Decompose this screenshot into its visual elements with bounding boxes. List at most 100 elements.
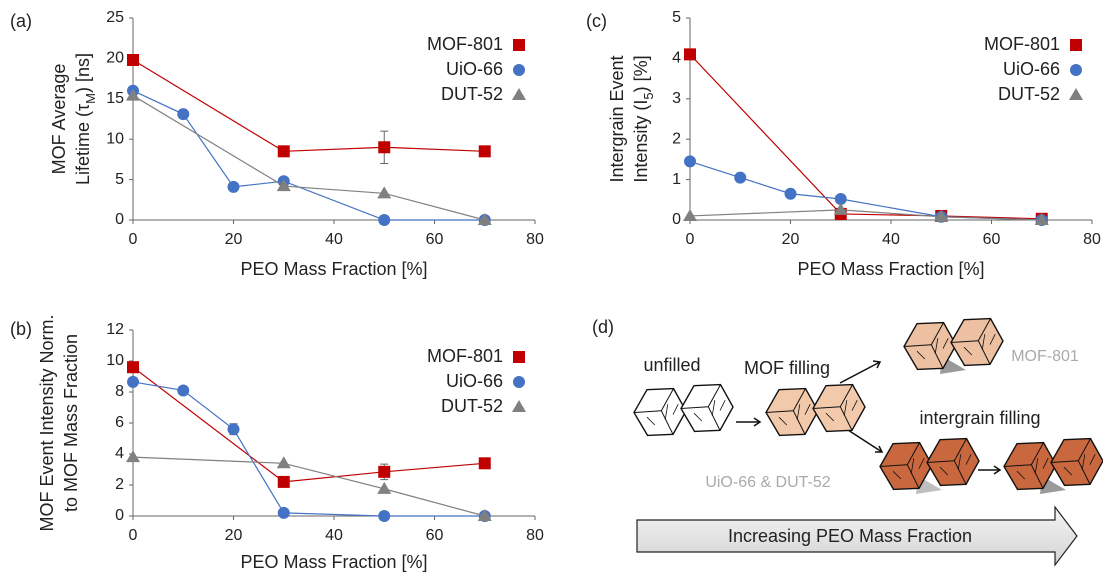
crystal-edge — [906, 442, 920, 465]
crystal-edge — [1050, 460, 1079, 464]
marker — [1034, 213, 1049, 225]
crystal-edge — [1030, 464, 1044, 489]
crystal-edge — [977, 318, 991, 341]
x-tick-label: 0 — [686, 231, 695, 248]
crystal-edge — [939, 466, 949, 476]
y-axis-label-part: Lifetime (τ — [73, 104, 93, 185]
crystal-edge — [1063, 466, 1073, 476]
y-tick-label: 5 — [672, 9, 681, 26]
panel-label: (a) — [10, 11, 32, 31]
crystal-edge — [1077, 438, 1091, 461]
x-tick-label: 40 — [325, 231, 343, 248]
x-tick-label: 80 — [1083, 231, 1101, 248]
crystal-edge — [989, 334, 996, 345]
crystal — [812, 383, 866, 433]
legend-marker — [513, 376, 525, 388]
y-axis-label-part: M — [83, 93, 98, 104]
crystal-edge — [660, 388, 674, 411]
marker — [477, 213, 492, 225]
x-tick-label: 20 — [225, 527, 243, 544]
crystal-edge — [879, 464, 908, 468]
marker — [378, 141, 391, 154]
marker — [378, 214, 391, 226]
y-axis-label-part: MOF Average — [49, 64, 69, 175]
legend-marker — [1070, 39, 1082, 51]
crystal — [926, 437, 980, 487]
crystal-edge — [672, 404, 679, 415]
crystal-edge — [825, 412, 835, 422]
crystal-edge — [633, 410, 662, 414]
y-axis-label-part: 5 — [641, 92, 656, 99]
legend-label: UiO-66 — [446, 59, 503, 79]
crystal-edge — [707, 384, 721, 407]
y-tick-label: 5 — [115, 171, 124, 188]
crystal-edge — [792, 410, 806, 435]
crystal-edge — [934, 338, 939, 354]
crystal-edge — [693, 412, 703, 422]
crystal-edge — [839, 406, 853, 431]
crystal-edge — [719, 400, 726, 411]
y-tick-label: 2 — [115, 476, 124, 493]
marker — [277, 475, 290, 488]
crystal-edge — [916, 350, 926, 360]
legend-label: UiO-66 — [446, 371, 503, 391]
marker — [784, 187, 797, 200]
crystal-edge — [957, 454, 962, 470]
y-tick-label: 4 — [672, 50, 681, 67]
series-line — [689, 209, 1042, 221]
marker — [127, 54, 139, 67]
x-tick-label: 20 — [782, 231, 800, 248]
x-tick-label: 60 — [983, 231, 1001, 248]
series-line — [132, 366, 485, 483]
marker — [378, 510, 391, 522]
x-tick-label: 80 — [526, 527, 544, 544]
crystal-edge — [953, 438, 967, 461]
marker — [377, 481, 392, 494]
crystal — [1050, 437, 1103, 487]
marker — [478, 457, 491, 470]
marker — [377, 186, 392, 199]
marker — [127, 375, 139, 388]
crystal-edge — [839, 384, 853, 407]
y-tick-label: 10 — [106, 130, 124, 147]
stage-label: MOF-801 — [1011, 348, 1079, 365]
marker — [684, 48, 696, 61]
series-line — [132, 381, 485, 517]
crystal-edge — [906, 464, 920, 489]
marker — [177, 108, 190, 121]
x-tick-label: 0 — [129, 231, 138, 248]
x-tick-label: 80 — [526, 231, 544, 248]
legend-marker — [1069, 88, 1083, 100]
crystal-edge — [796, 404, 801, 420]
legend-label: DUT-52 — [441, 84, 503, 104]
marker — [478, 145, 491, 158]
y-axis-label: MOF Average — [49, 64, 69, 175]
legend-marker — [1070, 64, 1082, 76]
y-axis-label-part: to MOF Mass Fraction — [61, 334, 81, 512]
y-tick-label: 1 — [672, 171, 681, 188]
stage-label: unfilled — [643, 355, 700, 375]
marker — [833, 202, 848, 215]
crystal-edge — [664, 404, 669, 420]
marker — [277, 506, 290, 519]
marker — [227, 180, 240, 193]
crystal-edge — [812, 406, 841, 410]
y-tick-label: 6 — [115, 414, 124, 431]
crystal-edge — [707, 406, 721, 431]
marker — [477, 509, 492, 521]
crystal-edge — [792, 388, 806, 411]
crystal-edge — [903, 344, 932, 348]
marker — [276, 456, 291, 469]
stage-label: intergrain filling — [919, 408, 1040, 428]
series-line — [132, 90, 485, 221]
crystal-edge — [942, 338, 949, 349]
crystal-edge — [892, 470, 902, 480]
x-axis-label: PEO Mass Fraction [%] — [240, 552, 427, 572]
legend-marker — [513, 351, 525, 363]
arrows — [736, 360, 1002, 475]
series-line — [132, 95, 485, 221]
crystal-edge — [1016, 470, 1026, 480]
y-tick-label: 10 — [106, 352, 124, 369]
crystal-edge — [930, 344, 944, 369]
